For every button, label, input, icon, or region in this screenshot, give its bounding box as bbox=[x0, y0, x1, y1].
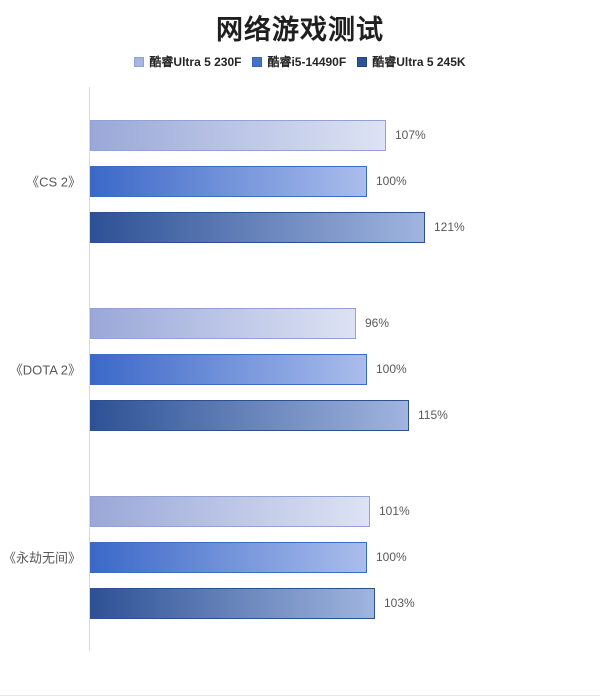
category-label: 《DOTA 2》 bbox=[9, 362, 81, 378]
legend-swatch-icon bbox=[252, 56, 263, 67]
y-axis-line bbox=[89, 87, 90, 651]
bar-DOTA 2-series-0 bbox=[90, 307, 356, 339]
value-label: 96% bbox=[365, 316, 390, 330]
bar-CS 2-series-0 bbox=[90, 119, 386, 151]
category-label: 《CS 2》 bbox=[26, 174, 81, 190]
legend-label: 酷睿i5-14490F bbox=[267, 55, 347, 69]
legend-swatch-icon bbox=[134, 56, 145, 67]
bar-CS 2-series-1 bbox=[90, 165, 367, 197]
value-label: 100% bbox=[376, 550, 407, 564]
legend-label: 酷睿Ultra 5 230F bbox=[149, 55, 242, 69]
value-label: 115% bbox=[418, 408, 448, 422]
bar-永劫无间-series-2 bbox=[90, 587, 375, 619]
plot-area: 《CS 2》 107% 100% 121% 《DOTA 2》 96% 100% 115% 《永劫… bbox=[0, 87, 600, 651]
bottom-divider bbox=[0, 695, 600, 696]
legend-item-0: 酷睿Ultra 5 230F bbox=[134, 53, 241, 70]
value-label: 103% bbox=[384, 596, 415, 610]
legend: 酷睿Ultra 5 230F 酷睿i5-14490F 酷睿Ultra 5 245K bbox=[0, 53, 600, 70]
value-label: 101% bbox=[379, 504, 410, 518]
legend-item-1: 酷睿i5-14490F bbox=[252, 53, 346, 70]
bar-CS 2-series-2 bbox=[90, 211, 425, 243]
value-label: 121% bbox=[434, 220, 465, 234]
bar-DOTA 2-series-1 bbox=[90, 353, 367, 385]
legend-swatch-icon bbox=[357, 56, 368, 67]
legend-label: 酷睿Ultra 5 245K bbox=[372, 55, 466, 69]
legend-item-2: 酷睿Ultra 5 245K bbox=[357, 53, 466, 70]
bar-DOTA 2-series-2 bbox=[90, 399, 409, 431]
chart-title: 网络游戏测试 bbox=[216, 15, 384, 45]
bar-永劫无间-series-1 bbox=[90, 541, 367, 573]
value-label: 100% bbox=[376, 174, 407, 188]
category-label: 《永劫无间》 bbox=[2, 550, 81, 566]
value-label: 107% bbox=[395, 128, 426, 142]
bar-永劫无间-series-0 bbox=[90, 495, 370, 527]
value-label: 100% bbox=[376, 362, 407, 376]
